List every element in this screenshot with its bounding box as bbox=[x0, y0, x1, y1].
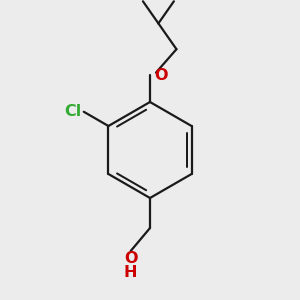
Text: H: H bbox=[124, 266, 137, 280]
Text: Cl: Cl bbox=[64, 104, 81, 119]
Text: O: O bbox=[154, 68, 168, 82]
Text: O: O bbox=[124, 251, 137, 266]
